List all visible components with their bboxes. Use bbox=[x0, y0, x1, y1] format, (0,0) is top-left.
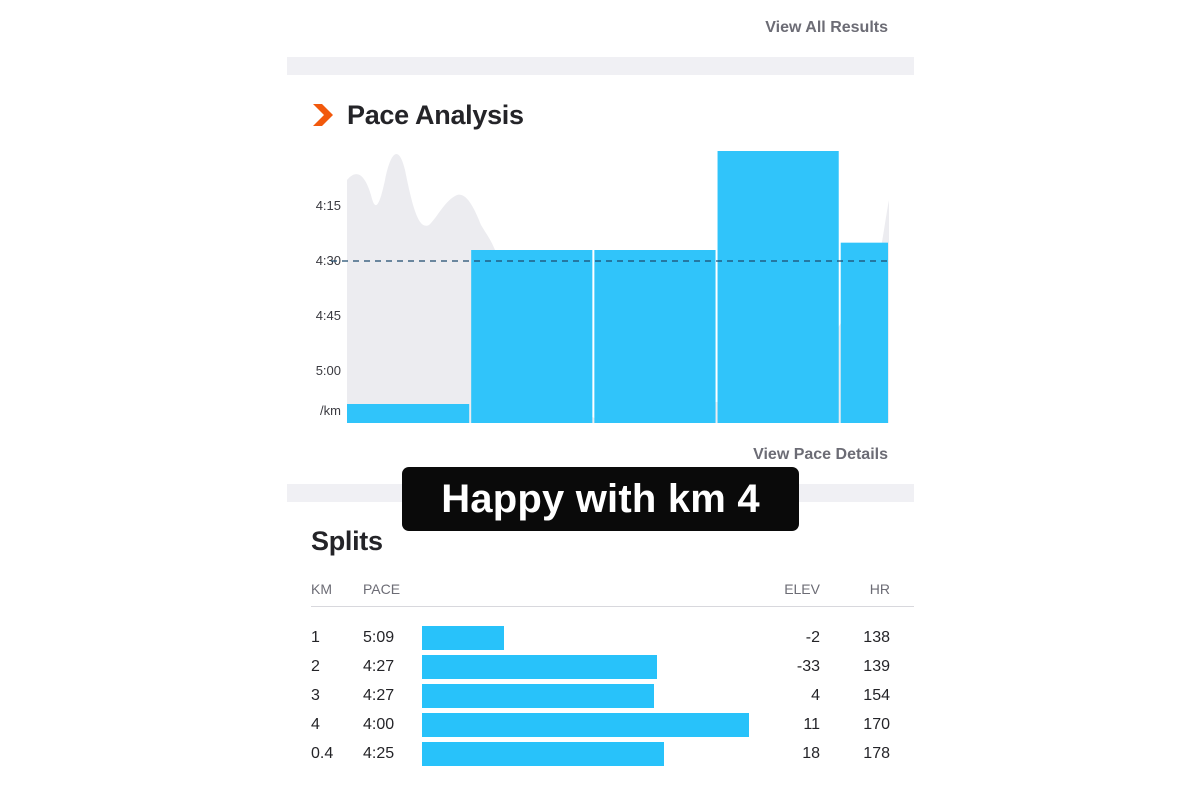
split-pace-bar bbox=[422, 713, 749, 737]
split-elev: -33 bbox=[796, 658, 820, 675]
view-all-results-link[interactable]: View All Results bbox=[765, 19, 888, 36]
pace-bars bbox=[347, 151, 888, 423]
split-row: 0.4 4:25 18 178 bbox=[287, 742, 914, 766]
split-hr: 138 bbox=[863, 629, 890, 646]
split-hr: 170 bbox=[863, 716, 890, 733]
split-elev: 4 bbox=[811, 687, 820, 704]
pace-bar-km-4 bbox=[717, 151, 839, 423]
split-elev: -2 bbox=[805, 629, 820, 646]
split-hr: 154 bbox=[863, 687, 890, 704]
split-km: 1 bbox=[311, 629, 320, 646]
pace-analysis-title: Pace Analysis bbox=[347, 99, 524, 130]
splits-header-pace: PACE bbox=[363, 581, 401, 597]
orange-chevron-icon bbox=[313, 104, 333, 126]
splits-header-divider bbox=[311, 606, 914, 607]
split-pace: 4:25 bbox=[363, 745, 395, 762]
split-pace: 4:27 bbox=[363, 658, 395, 675]
split-row: 1 5:09 -2 138 bbox=[287, 626, 914, 650]
pace-chart: 4:15 4:30 4:45 5:00 /km bbox=[287, 140, 914, 440]
split-km: 4 bbox=[311, 716, 320, 733]
y-tick-label: 4:15 bbox=[315, 198, 341, 213]
pace-bar-km-3 bbox=[594, 250, 716, 423]
section-divider bbox=[287, 57, 914, 75]
y-tick-label: 4:45 bbox=[315, 308, 341, 323]
activity-panel: View All Results Pace Analysis 4:15 4:30… bbox=[287, 0, 914, 800]
split-pace-bar bbox=[422, 626, 504, 650]
split-row: 4 4:00 11 170 bbox=[287, 713, 914, 737]
y-axis-unit-label: /km bbox=[320, 403, 341, 418]
pace-bar-km-1 bbox=[347, 404, 470, 423]
pace-chart-svg bbox=[331, 151, 889, 423]
split-km: 2 bbox=[311, 658, 320, 675]
view-pace-details-link[interactable]: View Pace Details bbox=[753, 446, 888, 463]
split-pace-bar bbox=[422, 655, 658, 679]
split-row: 3 4:27 4 154 bbox=[287, 684, 914, 708]
pace-bar-km-2 bbox=[471, 250, 593, 423]
split-pace: 5:09 bbox=[363, 629, 395, 646]
pace-bar-km-0.4 bbox=[840, 242, 888, 423]
story-caption: Happy with km 4 bbox=[402, 467, 799, 531]
split-pace: 4:00 bbox=[363, 716, 395, 733]
pace-analysis-header: Pace Analysis bbox=[313, 97, 524, 133]
splits-header-elev: ELEV bbox=[784, 581, 820, 597]
split-pace-bar bbox=[422, 742, 664, 766]
split-pace-bar bbox=[422, 684, 655, 708]
splits-title: Splits bbox=[311, 526, 383, 556]
split-km: 0.4 bbox=[311, 745, 334, 762]
split-km: 3 bbox=[311, 687, 320, 704]
split-row: 2 4:27 -33 139 bbox=[287, 655, 914, 679]
split-hr: 139 bbox=[863, 658, 890, 675]
split-hr: 178 bbox=[863, 745, 890, 762]
splits-header-km: KM bbox=[311, 581, 332, 597]
splits-header-hr: HR bbox=[869, 581, 890, 597]
split-pace: 4:27 bbox=[363, 687, 395, 704]
split-elev: 11 bbox=[803, 716, 820, 733]
y-tick-label: 4:30 bbox=[315, 253, 341, 268]
y-tick-label: 5:00 bbox=[315, 363, 341, 378]
split-elev: 18 bbox=[802, 745, 820, 762]
